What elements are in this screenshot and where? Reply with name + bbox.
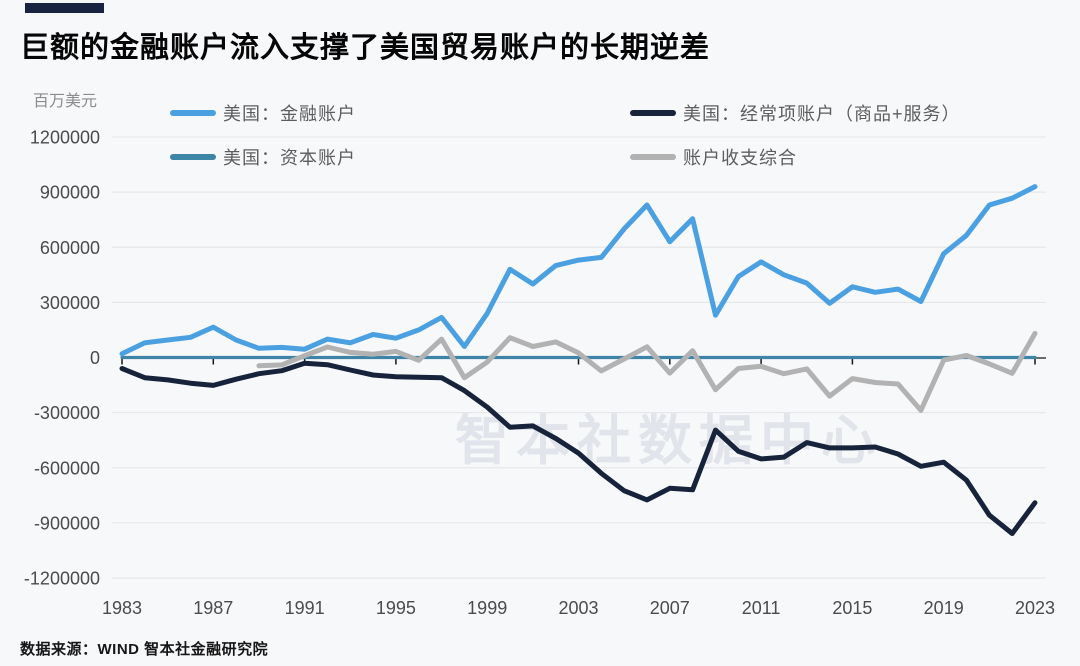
x-tick-label: 2015: [832, 598, 872, 618]
data-source-note: 数据来源：WIND 智本社金融研究院: [20, 641, 269, 658]
y-tick-label: -900000: [34, 513, 100, 533]
x-tick-label: 2011: [742, 598, 781, 618]
brand-bar: [25, 3, 104, 13]
legend-swatch-balance-combined: [630, 154, 676, 160]
x-tick-label: 1995: [376, 598, 416, 618]
page-title: 巨额的金融账户流入支撑了美国贸易账户的长期逆差: [20, 32, 711, 64]
series-line-financial-account: [119, 184, 1038, 357]
legend-item-financial-account: 美国：金融账户: [170, 103, 356, 124]
y-tick-label: 300000: [40, 293, 100, 313]
x-tick-label: 2003: [558, 598, 598, 618]
y-tick-label: 600000: [40, 238, 100, 258]
x-tick-label: 1987: [193, 598, 233, 618]
x-tick-label: 2023: [1015, 598, 1055, 618]
legend-label-capital-account: 美国：资本账户: [223, 148, 356, 168]
legend-swatch-capital-account: [170, 154, 216, 160]
y-tick-label: -1200000: [24, 569, 100, 589]
legend-label-financial-account: 美国：金融账户: [223, 104, 356, 124]
legend-swatch-current-account: [630, 110, 676, 116]
y-axis-unit-label: 百万美元: [33, 93, 98, 110]
x-tick-label: 1983: [102, 598, 142, 618]
y-tick-label: 900000: [40, 183, 100, 203]
y-tick-label: -300000: [34, 403, 100, 423]
series-line-balance-combined: [256, 330, 1038, 413]
legend-label-current-account: 美国：经常项账户（商品+服务）: [683, 104, 961, 124]
y-tick-label: -600000: [34, 458, 100, 478]
x-tick-label: 2007: [650, 598, 690, 618]
legend-swatch-financial-account: [170, 110, 216, 116]
legend-item-capital-account: 美国：资本账户: [170, 147, 356, 168]
y-tick-label: 0: [90, 348, 100, 368]
x-tick-label: 1999: [467, 598, 507, 618]
x-tick-label: 1991: [285, 598, 325, 618]
x-tick-label: 2019: [924, 598, 964, 618]
legend-label-balance-combined: 账户收支综合: [683, 148, 797, 168]
legend-item-current-account: 美国：经常项账户（商品+服务）: [630, 103, 961, 124]
series-line-current-account: [119, 360, 1038, 536]
legend-item-balance-combined: 账户收支综合: [630, 147, 797, 168]
y-tick-label: 1200000: [30, 128, 100, 148]
